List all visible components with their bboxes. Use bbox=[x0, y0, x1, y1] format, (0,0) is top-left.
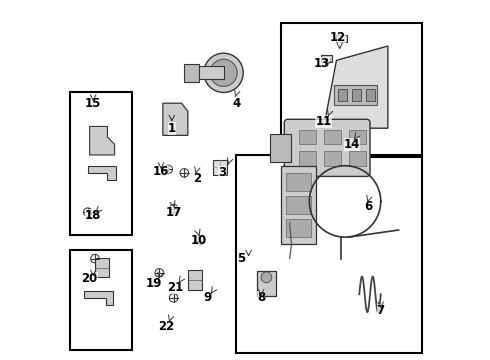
Circle shape bbox=[210, 59, 237, 86]
Text: 17: 17 bbox=[166, 206, 182, 219]
Text: 7: 7 bbox=[377, 304, 385, 317]
Bar bbox=[70, 249, 132, 350]
Bar bbox=[338, 89, 347, 102]
Polygon shape bbox=[163, 103, 188, 135]
Circle shape bbox=[91, 254, 99, 263]
Bar bbox=[348, 152, 367, 166]
FancyBboxPatch shape bbox=[284, 119, 370, 176]
Polygon shape bbox=[90, 126, 115, 155]
Bar bbox=[367, 89, 375, 102]
Polygon shape bbox=[323, 46, 388, 128]
Circle shape bbox=[204, 53, 243, 93]
Bar bbox=[188, 270, 202, 290]
Circle shape bbox=[196, 237, 205, 245]
Bar bbox=[286, 196, 311, 214]
Bar bbox=[281, 166, 317, 244]
Text: 18: 18 bbox=[85, 209, 101, 222]
Bar bbox=[257, 271, 276, 296]
Text: 10: 10 bbox=[191, 234, 207, 247]
Text: 6: 6 bbox=[364, 200, 372, 213]
Bar bbox=[336, 35, 347, 42]
Circle shape bbox=[261, 272, 272, 283]
Bar bbox=[70, 93, 132, 235]
Bar bbox=[323, 130, 342, 144]
Text: 9: 9 bbox=[203, 291, 212, 305]
Bar bbox=[321, 55, 332, 62]
Bar bbox=[334, 85, 377, 105]
Text: 8: 8 bbox=[257, 291, 265, 305]
Text: 5: 5 bbox=[237, 252, 245, 265]
Bar bbox=[286, 219, 311, 237]
Circle shape bbox=[155, 269, 164, 277]
Text: 12: 12 bbox=[330, 31, 346, 44]
Circle shape bbox=[180, 168, 189, 177]
Polygon shape bbox=[88, 166, 117, 180]
Bar bbox=[236, 155, 422, 353]
Bar bbox=[352, 89, 361, 102]
Text: 19: 19 bbox=[146, 277, 162, 290]
Text: 21: 21 bbox=[167, 281, 183, 294]
Bar bbox=[270, 134, 292, 162]
Text: 1: 1 bbox=[168, 122, 176, 135]
Bar bbox=[95, 258, 109, 277]
Bar bbox=[213, 160, 227, 175]
Bar bbox=[184, 64, 198, 82]
Text: 3: 3 bbox=[218, 166, 226, 179]
Bar bbox=[298, 130, 317, 144]
Text: 4: 4 bbox=[232, 97, 240, 110]
Text: 2: 2 bbox=[193, 172, 201, 185]
Bar bbox=[348, 130, 367, 144]
Text: 13: 13 bbox=[314, 57, 330, 71]
Text: 15: 15 bbox=[85, 97, 101, 110]
Bar bbox=[286, 173, 311, 191]
Bar bbox=[298, 152, 317, 166]
Bar bbox=[323, 152, 342, 166]
Bar bbox=[281, 23, 422, 157]
Text: 20: 20 bbox=[81, 272, 98, 285]
Bar bbox=[195, 66, 223, 79]
Circle shape bbox=[169, 294, 178, 302]
Text: 22: 22 bbox=[158, 320, 174, 333]
Circle shape bbox=[164, 165, 172, 174]
Text: 14: 14 bbox=[344, 138, 360, 151]
Circle shape bbox=[169, 204, 178, 213]
Circle shape bbox=[83, 208, 92, 216]
Text: 16: 16 bbox=[153, 165, 169, 177]
Polygon shape bbox=[84, 291, 113, 305]
Text: 11: 11 bbox=[316, 114, 332, 127]
